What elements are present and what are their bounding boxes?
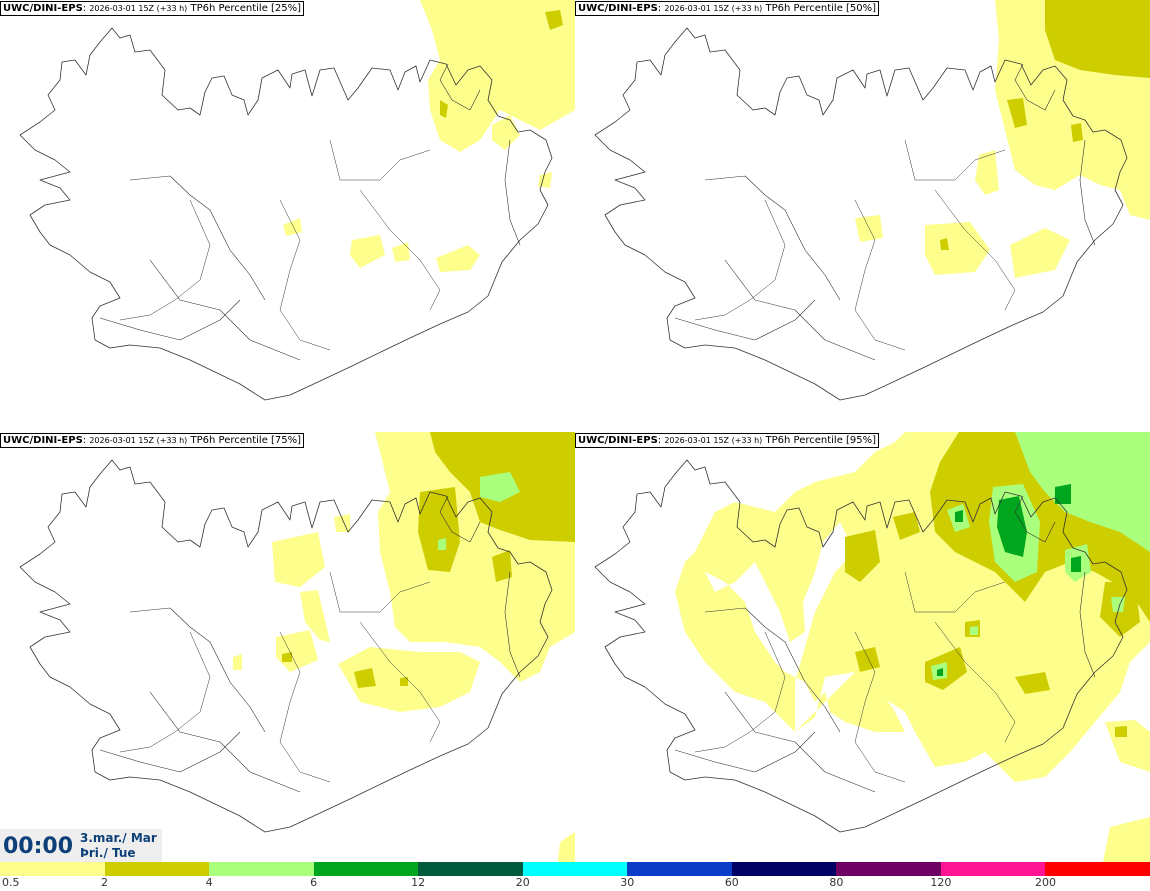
colorbar-tick-label: 120 <box>930 876 952 889</box>
product-name: TP6h Percentile [25%] <box>190 3 302 14</box>
map-panel-p95: UWC/DINI-EPS: 2026-03-01 15Z (+33 h) TP6… <box>575 432 1150 862</box>
colorbar-segment <box>627 862 732 876</box>
colorbar-tick-label: 200 <box>1034 876 1056 889</box>
map-canvas <box>594 0 1150 401</box>
colorbar-tick-label: 6 <box>310 876 318 889</box>
valid-time-box: 00:00 3.mar./ Mar Þri./ Tue <box>0 829 162 862</box>
product-name: TP6h Percentile [75%] <box>190 435 302 446</box>
colorbar-segment <box>731 862 837 876</box>
model-name: UWC/DINI-EPS <box>3 435 83 446</box>
model-name: UWC/DINI-EPS <box>3 3 83 14</box>
colorbar-tick-label: 2 <box>101 876 109 889</box>
map-canvas <box>19 0 575 401</box>
map-panel-p50: UWC/DINI-EPS: 2026-03-01 15Z (+33 h) TP6… <box>575 0 1150 430</box>
map-canvas <box>19 432 575 862</box>
run-time: 2026-03-01 15Z (+33 h) <box>664 4 763 13</box>
run-time: 2026-03-01 15Z (+33 h) <box>89 4 188 13</box>
panel-title: UWC/DINI-EPS: 2026-03-01 15Z (+33 h) TP6… <box>575 1 880 16</box>
valid-time: 00:00 <box>3 834 74 859</box>
colorbar-segment <box>1045 862 1150 876</box>
colorbar-segment <box>0 862 105 876</box>
colorbar-tick-label: 12 <box>411 876 426 889</box>
precip-fill <box>233 432 575 862</box>
model-name: UWC/DINI-EPS <box>578 435 658 446</box>
colorbar-segment <box>209 862 314 876</box>
valid-weekday: Þri./ Tue <box>80 846 136 860</box>
colorbar-tick-label: 4 <box>205 876 213 889</box>
colorbar-tick-label: 60 <box>724 876 739 889</box>
product-name: TP6h Percentile [95%] <box>765 435 877 446</box>
run-time: 2026-03-01 15Z (+33 h) <box>664 436 763 445</box>
colorbar-tick-label: 80 <box>829 876 844 889</box>
colorbar-tick-label: 20 <box>515 876 530 889</box>
map-canvas <box>594 432 1150 862</box>
colorbar-segment <box>418 862 523 876</box>
product-name: TP6h Percentile [50%] <box>765 3 877 14</box>
colorbar-segment <box>313 862 419 876</box>
colorbar-segment <box>104 862 210 876</box>
colorbar-segment <box>522 862 628 876</box>
panel-title: UWC/DINI-EPS: 2026-03-01 15Z (+33 h) TP6… <box>575 433 880 448</box>
valid-date: 3.mar./ Mar <box>80 831 157 845</box>
precip-fill <box>855 0 1150 278</box>
colorbar-ticks: 0.5 2 4 6 12 20 30 60 80 120 200 <box>0 876 1150 891</box>
map-panel-p25: UWC/DINI-EPS: 2026-03-01 15Z (+33 h) TP6… <box>0 0 575 430</box>
map-panel-p75: UWC/DINI-EPS: 2026-03-01 15Z (+33 h) TP6… <box>0 432 575 862</box>
colorbar-tick-label: 30 <box>620 876 635 889</box>
model-name: UWC/DINI-EPS <box>578 3 658 14</box>
precip-fill <box>283 0 575 272</box>
colorbar-segment <box>940 862 1046 876</box>
precip-fill <box>675 432 1150 862</box>
panel-title: UWC/DINI-EPS: 2026-03-01 15Z (+33 h) TP6… <box>0 1 305 16</box>
colorbar-tick-label: 0.5 <box>2 876 20 889</box>
colorbar <box>0 862 1150 876</box>
run-time: 2026-03-01 15Z (+33 h) <box>89 436 188 445</box>
colorbar-segment <box>836 862 941 876</box>
panel-title: UWC/DINI-EPS: 2026-03-01 15Z (+33 h) TP6… <box>0 433 305 448</box>
